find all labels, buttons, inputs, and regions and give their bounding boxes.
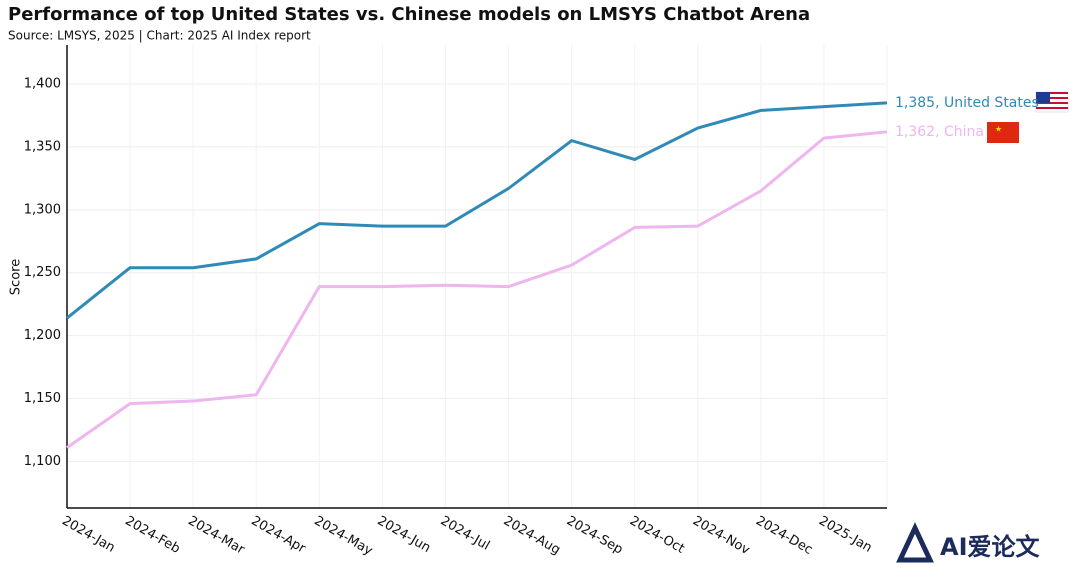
y-tick-label: 1,150 (24, 391, 61, 406)
x-tick-label: 2024-Jan (59, 514, 117, 556)
china-flag: ★ (987, 122, 1019, 143)
chart-title: Performance of top United States vs. Chi… (8, 4, 810, 25)
y-tick-label: 1,300 (24, 202, 61, 217)
x-tick-label: 2024-May (312, 514, 376, 559)
y-tick-label: 1,100 (24, 454, 61, 469)
y-tick-label: 1,400 (24, 77, 61, 92)
end-label: 1,362, China (895, 124, 984, 140)
x-tick-label: 2024-Jul (438, 514, 492, 554)
end-label: 1,385, United States (895, 95, 1039, 111)
us-flag (1035, 91, 1069, 113)
y-tick-label: 1,250 (24, 265, 61, 280)
x-tick-label: 2024-Dec (753, 514, 815, 558)
y-tick-label: 1,350 (24, 139, 61, 154)
x-tick-label: 2024-Jun (375, 514, 433, 556)
y-tick-label: 1,200 (24, 328, 61, 343)
watermark: AI爱论文 (940, 533, 1041, 561)
series-line (66, 130, 888, 449)
x-tick-label: 2024-Nov (690, 514, 752, 559)
chart-subtitle: Source: LMSYS, 2025 | Chart: 2025 AI Ind… (8, 29, 311, 43)
y-axis-label: Score (9, 259, 24, 295)
x-tick-label: 2024-Apr (248, 514, 308, 557)
svg-text:★: ★ (995, 125, 1002, 134)
x-tick-label: 2024-Mar (185, 514, 247, 558)
x-tick-label: 2024-Oct (627, 514, 687, 557)
x-tick-label: 2025-Jan (816, 514, 874, 556)
x-tick-label: 2024-Aug (501, 514, 563, 558)
x-tick-label: 2024-Sep (564, 514, 625, 558)
watermark-logo (896, 522, 934, 563)
x-tick-label: 2024-Feb (122, 514, 182, 557)
series-line (66, 101, 888, 320)
